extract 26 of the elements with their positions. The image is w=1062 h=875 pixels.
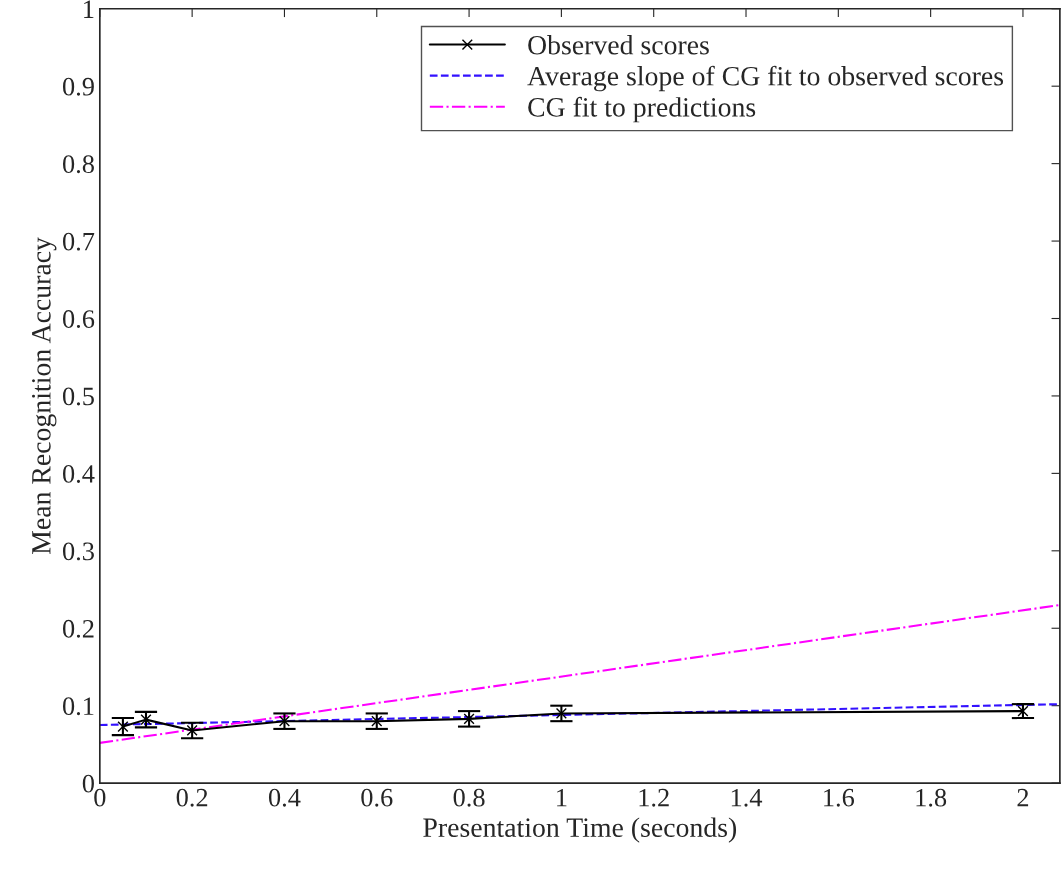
x-tick-label: 0.2: [176, 788, 208, 807]
legend-label: Observed scores: [528, 35, 709, 55]
x-tick-label: 0.4: [268, 788, 301, 807]
y-tick-label: 0.5: [62, 387, 94, 406]
y-tick-label: 0.7: [62, 232, 95, 251]
y-tick-label: 1: [84, 0, 94, 18]
y-tick-label: 0.2: [62, 619, 94, 638]
y-axis-title: Mean Recognition Accuracy: [32, 237, 57, 555]
y-tick-label: 0.1: [62, 697, 94, 716]
y-tick-label: 0.6: [62, 310, 95, 329]
x-tick-label: 1.4: [731, 788, 763, 807]
y-tick-label: 0.9: [62, 77, 94, 96]
x-axis-title: Presentation Time (seconds): [423, 817, 737, 843]
x-tick-label: 0.6: [361, 788, 393, 807]
x-tick-label: 1: [557, 788, 567, 807]
legend-label: Average slope of CG fit to observed scores: [527, 65, 1004, 92]
y-tick-label: 0.8: [62, 155, 94, 174]
y-tick-label: 0.4: [62, 464, 95, 483]
legend-label: CG fit to predictions: [528, 96, 756, 123]
x-tick-label: 1.2: [639, 788, 669, 807]
x-tick-label: 0.8: [453, 788, 485, 807]
x-tick-label: 1.8: [916, 788, 947, 807]
y-tick-label: 0: [82, 774, 94, 793]
x-tick-label: 1.6: [824, 788, 855, 807]
x-tick-label: 2: [1017, 788, 1029, 807]
y-tick-label: 0.3: [62, 542, 94, 561]
